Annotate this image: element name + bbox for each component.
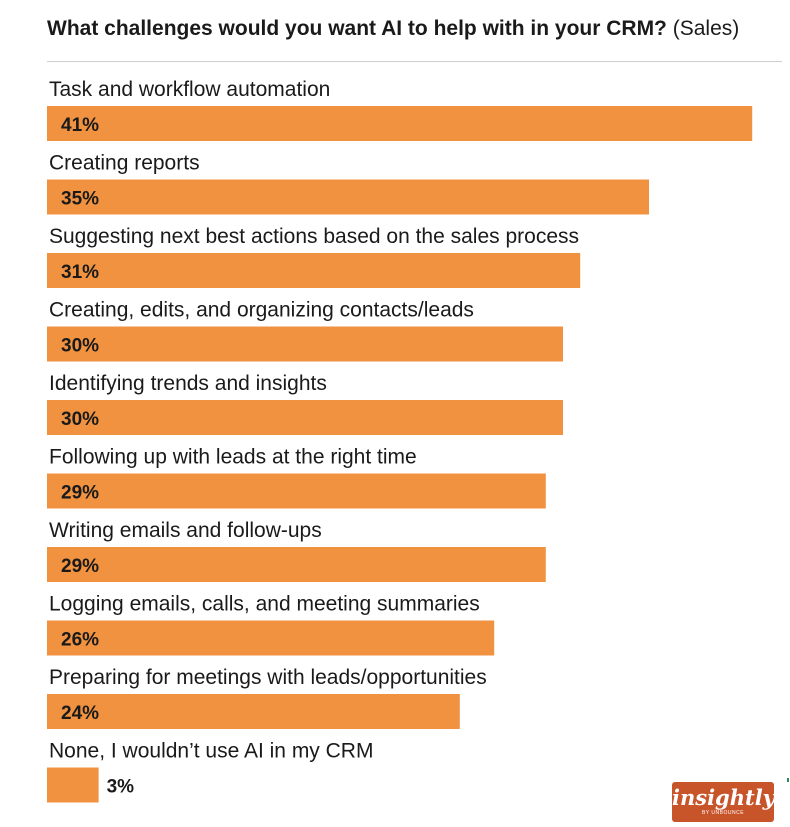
category-label: Task and workflow automation <box>49 78 330 101</box>
bar <box>47 547 546 582</box>
bar <box>47 253 581 288</box>
bar <box>47 767 99 803</box>
bar <box>47 106 753 141</box>
data-label: 30% <box>61 409 99 430</box>
data-label: 24% <box>61 703 99 724</box>
data-label: 31% <box>61 262 99 283</box>
bar <box>47 179 649 215</box>
category-label: Creating, edits, and organizing contacts… <box>49 299 474 322</box>
bar <box>47 473 546 509</box>
data-label: 35% <box>61 189 99 210</box>
logo-wordmark: insightly <box>672 785 775 810</box>
bar <box>47 326 563 362</box>
data-label: 29% <box>61 556 99 577</box>
corner-mark <box>787 778 789 782</box>
category-label: None, I wouldn’t use AI in my CRM <box>49 740 373 763</box>
bar <box>47 620 495 656</box>
chart-title-main: What challenges would you want AI to hel… <box>47 17 667 40</box>
insightly-logo: insightly BY UNBOUNCE <box>672 782 775 822</box>
category-label: Logging emails, calls, and meeting summa… <box>49 593 480 616</box>
chart-title-sub: (Sales) <box>672 17 740 40</box>
data-label: 26% <box>61 630 99 651</box>
bar <box>47 400 563 435</box>
data-label: 3% <box>107 777 135 798</box>
category-label: Writing emails and follow-ups <box>49 519 322 542</box>
data-label: 41% <box>61 115 99 136</box>
category-label: Suggesting next best actions based on th… <box>49 225 579 248</box>
data-label: 30% <box>61 336 99 357</box>
data-label: 29% <box>61 483 99 504</box>
chart-title: What challenges would you want AI to hel… <box>47 17 739 41</box>
category-label: Creating reports <box>49 152 200 175</box>
bar <box>47 694 460 729</box>
category-label: Following up with leads at the right tim… <box>49 446 417 469</box>
category-label: Identifying trends and insights <box>49 372 327 395</box>
logo-byline: BY UNBOUNCE <box>701 810 745 816</box>
category-label: Preparing for meetings with leads/opport… <box>49 666 487 689</box>
title-divider <box>47 61 782 62</box>
